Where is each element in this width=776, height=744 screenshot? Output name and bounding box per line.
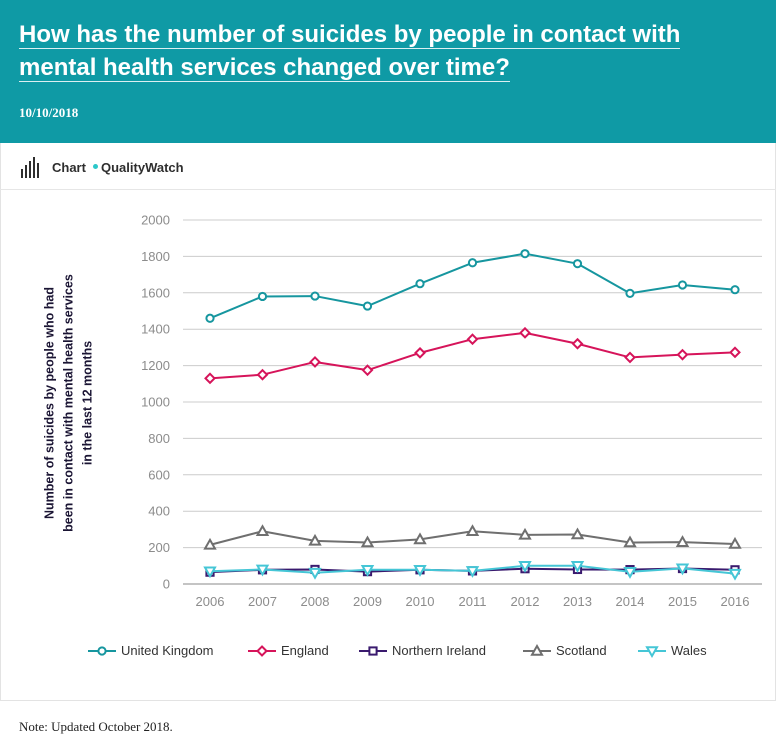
data-point-scotland — [728, 536, 742, 549]
publish-date: 10/10/2018 — [19, 105, 79, 120]
x-tick-label: 2012 — [511, 594, 540, 609]
data-point-scotland — [255, 524, 270, 537]
data-point-scotland — [570, 527, 585, 540]
data-point-wales — [203, 566, 217, 579]
data-point-united-kingdom — [205, 313, 215, 323]
data-point-united-kingdom — [257, 291, 268, 302]
data-point-united-kingdom — [415, 279, 425, 289]
data-point-united-kingdom — [730, 285, 740, 295]
y-tick-label: 400 — [148, 504, 170, 519]
page-title-text: How has the number of suicides by people… — [19, 21, 681, 82]
legend-label: Northern Ireland — [392, 643, 486, 658]
y-tick-label: 1400 — [141, 322, 170, 337]
y-tick-label: 0 — [163, 577, 170, 592]
chart-type-label: Chart — [52, 160, 86, 175]
legend-symbol — [359, 646, 387, 656]
y-tick-label: 2000 — [141, 213, 170, 228]
y-tick-label: 600 — [148, 467, 170, 482]
x-tick-label: 2006 — [196, 594, 225, 609]
legend-label: Scotland — [556, 643, 607, 658]
legend-label: England — [281, 643, 329, 658]
data-point-united-kingdom — [677, 280, 688, 290]
data-point-wales — [675, 563, 690, 576]
data-point-wales — [308, 567, 322, 580]
footnote: Note: Updated October 2018. — [19, 719, 173, 734]
legend-symbol — [523, 643, 551, 656]
legend-marker — [97, 646, 107, 656]
y-tick-label: 1800 — [141, 249, 170, 264]
data-point-england — [571, 337, 584, 350]
data-point-wales — [413, 565, 427, 577]
data-point-england — [361, 364, 374, 377]
data-point-scotland — [413, 532, 427, 545]
data-point-scotland — [203, 537, 217, 550]
data-point-england — [729, 346, 741, 359]
data-point-wales — [465, 566, 480, 578]
data-point-wales — [623, 567, 637, 579]
chart-subheader — [0, 143, 776, 190]
x-tick-label: 2009 — [353, 594, 382, 609]
data-point-england — [414, 346, 426, 359]
data-point-scotland — [623, 535, 637, 548]
header-banner — [0, 0, 776, 143]
source-label[interactable]: QualityWatch — [101, 160, 184, 175]
data-point-united-kingdom — [572, 259, 583, 269]
y-tick-label: 200 — [148, 540, 170, 555]
y-tick-label: 1200 — [141, 358, 170, 373]
legend-symbol — [88, 646, 116, 656]
legend-symbol — [638, 646, 666, 659]
data-point-scotland — [675, 535, 690, 547]
data-point-united-kingdom — [310, 291, 320, 301]
y-tick-label: 1600 — [141, 285, 170, 300]
x-tick-label: 2011 — [459, 594, 487, 609]
x-tick-label: 2007 — [248, 594, 277, 609]
data-point-scotland — [360, 535, 375, 548]
legend-label: United Kingdom — [121, 643, 214, 658]
data-point-united-kingdom — [467, 258, 478, 268]
x-tick-label: 2013 — [563, 594, 592, 609]
data-point-england — [676, 348, 689, 361]
data-point-england — [624, 351, 636, 364]
data-point-wales — [360, 565, 375, 577]
data-point-scotland — [465, 524, 480, 537]
data-point-united-kingdom — [520, 249, 530, 259]
data-point-wales — [570, 561, 585, 573]
x-tick-label: 2015 — [668, 594, 697, 609]
data-point-england — [256, 368, 269, 381]
y-tick-label: 800 — [148, 431, 170, 446]
x-tick-label: 2016 — [721, 594, 750, 609]
data-point-wales — [255, 564, 270, 577]
page-title: How has the number of suicides by people… — [19, 18, 759, 84]
data-point-scotland — [308, 533, 322, 546]
legend-label: Wales — [671, 643, 707, 658]
x-tick-label: 2010 — [406, 594, 435, 609]
bar-chart-icon — [21, 157, 39, 178]
legend-marker — [368, 646, 378, 656]
legend-marker — [645, 646, 659, 659]
legend-marker — [530, 643, 544, 656]
data-point-wales — [728, 568, 742, 581]
data-point-scotland — [518, 527, 532, 540]
legend-symbol — [248, 645, 276, 657]
x-tick-label: 2008 — [301, 594, 330, 609]
data-point-england — [466, 333, 479, 346]
data-point-england — [204, 372, 216, 385]
data-point-england — [519, 326, 531, 339]
separator-dot — [93, 164, 98, 169]
data-point-england — [309, 356, 321, 368]
x-tick-label: 2014 — [616, 594, 645, 609]
data-point-united-kingdom — [625, 288, 635, 298]
y-tick-label: 1000 — [141, 395, 170, 410]
data-point-wales — [518, 561, 532, 573]
data-point-united-kingdom — [362, 301, 373, 311]
legend-marker — [256, 645, 268, 657]
